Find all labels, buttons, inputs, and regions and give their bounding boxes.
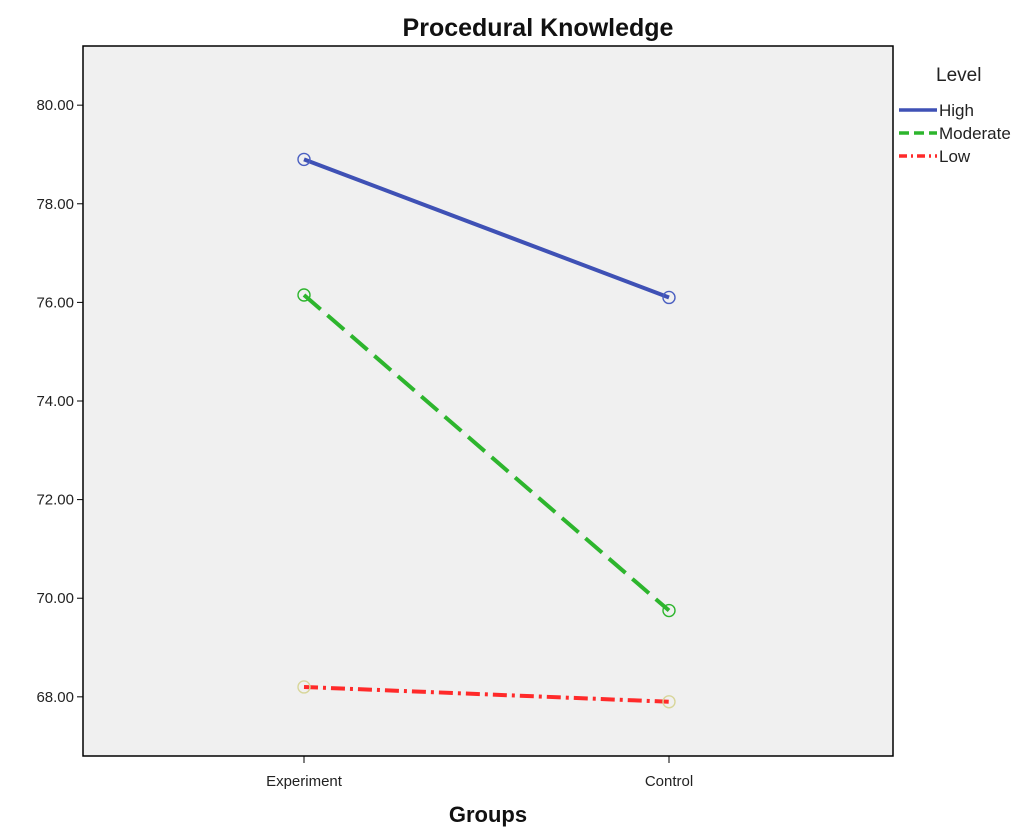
y-axis: 68.00 70.00 72.00 74.00 76.00 78.00 80.00: [36, 97, 83, 706]
chart-title: Procedural Knowledge: [403, 14, 674, 42]
legend-item-moderate: Moderate: [899, 124, 1011, 143]
x-axis: Experiment Control: [266, 756, 693, 790]
series-moderate: [297, 288, 676, 618]
y-tick-label: 78.00: [36, 196, 74, 213]
x-tick-label: Control: [645, 773, 693, 790]
data-point: [662, 603, 676, 618]
plot-area: [82, 45, 894, 757]
y-tick-label: 74.00: [36, 393, 74, 410]
series-layer: [297, 152, 676, 709]
legend-item-low: Low: [899, 147, 971, 166]
data-point: [662, 695, 676, 709]
series-low: [297, 680, 676, 709]
data-point: [297, 680, 311, 694]
x-axis-title: Groups: [449, 802, 527, 827]
legend-item-high: High: [899, 101, 974, 120]
legend-label: Low: [939, 147, 971, 166]
legend-title: Level: [936, 65, 981, 86]
series-line-low: [303, 684, 670, 704]
legend-label: High: [939, 101, 974, 120]
series-line-high: [303, 157, 670, 300]
data-point: [297, 152, 311, 167]
data-point: [662, 290, 676, 305]
y-tick-label: 70.00: [36, 590, 74, 607]
data-point: [297, 288, 311, 302]
y-tick-label: 68.00: [36, 689, 74, 706]
y-tick-label: 80.00: [36, 97, 74, 114]
y-tick-label: 76.00: [36, 294, 74, 311]
y-tick-label: 72.00: [36, 492, 74, 509]
legend-label: Moderate: [939, 124, 1011, 143]
series-high: [297, 152, 676, 305]
series-line-moderate: [302, 293, 671, 613]
x-tick-label: Experiment: [266, 773, 343, 790]
legend: Level High Moderate Low: [899, 65, 1011, 166]
